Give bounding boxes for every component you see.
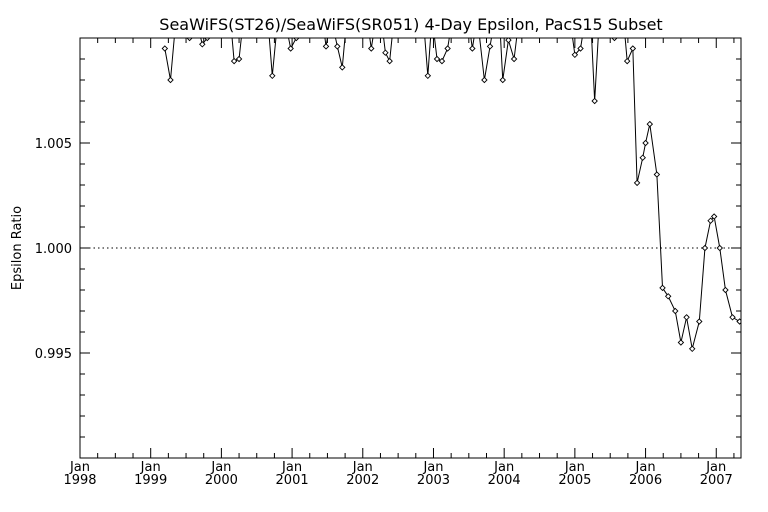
x-tick-label-year: 2006 [629,473,662,488]
data-point [577,45,584,52]
data-point [710,213,718,220]
data-point [433,55,441,63]
data-point [707,217,714,224]
data-point [204,38,211,42]
data-point [677,339,685,346]
data-point [382,49,389,56]
data-point [167,76,174,84]
x-tick-label-year: 1999 [134,473,167,488]
x-tick-label-year: 2005 [558,473,591,488]
x-tick-label-month: Jan [422,460,443,475]
data-point [701,244,709,252]
data-point [505,38,512,44]
data-point [444,45,451,52]
data-point [235,55,243,63]
y-axis-label: Epsilon Ratio [10,206,25,290]
x-tick-label-month: Jan [493,460,514,475]
data-point [424,72,432,80]
x-tick-label-year: 2003 [417,473,450,488]
data-point [293,38,300,42]
data-point [199,41,206,48]
data-point [629,45,637,52]
data-point [736,318,741,325]
x-tick-label-month: Jan [281,460,302,475]
data-point [269,72,276,80]
x-tick-label-month: Jan [352,460,373,475]
data-point [322,43,330,50]
plot-frame [79,37,742,459]
data-point [287,45,294,52]
x-tick-label-year: 2001 [276,473,309,488]
data-point [688,345,696,353]
data-point [646,120,654,128]
y-tick-label: 0.995 [35,347,72,362]
data-point [334,43,341,50]
data-point [623,57,631,65]
x-tick-label-year: 2002 [346,473,379,488]
x-tick-label-month: Jan [140,460,161,475]
data-point [611,38,618,42]
y-tick-label: 1.005 [35,137,72,152]
series-group [161,38,741,353]
data-point [161,45,169,52]
x-tick-label-month: Jan [210,460,231,475]
x-tick-label-year: 1998 [63,473,96,488]
data-point [510,55,518,63]
series-line [164,38,740,349]
data-point [716,244,724,252]
x-tick-label-year: 2000 [205,473,238,488]
data-point [659,284,666,292]
data-point [469,45,476,52]
data-point [664,293,672,300]
data-point [642,139,649,147]
data-point [633,179,641,187]
data-point [672,307,679,315]
x-tick-label-year: 2007 [700,473,733,488]
x-tick-label-month: Jan [635,460,656,475]
x-tick-label-year: 2004 [488,473,521,488]
data-point [339,64,346,71]
data-point [639,154,646,161]
data-point [481,76,488,84]
data-point [438,57,446,65]
data-point [722,286,729,294]
data-point [683,314,690,321]
chart-title: SeaWiFS(ST26)/SeaWiFS(SR051) 4-Day Epsil… [159,15,662,34]
data-point [486,43,494,50]
data-point [571,51,579,59]
data-point [696,318,703,325]
y-tick-label: 1.000 [35,242,72,257]
x-tick-label-month: Jan [705,460,726,475]
data-point [368,45,375,52]
data-point [499,76,506,84]
data-point [230,57,238,65]
x-tick-label-month: Jan [564,460,585,475]
data-point [186,38,193,42]
x-tick-label-month: Jan [69,460,90,475]
data-point [386,57,393,65]
data-point [729,314,736,321]
data-point [591,97,598,105]
data-point [653,171,661,178]
